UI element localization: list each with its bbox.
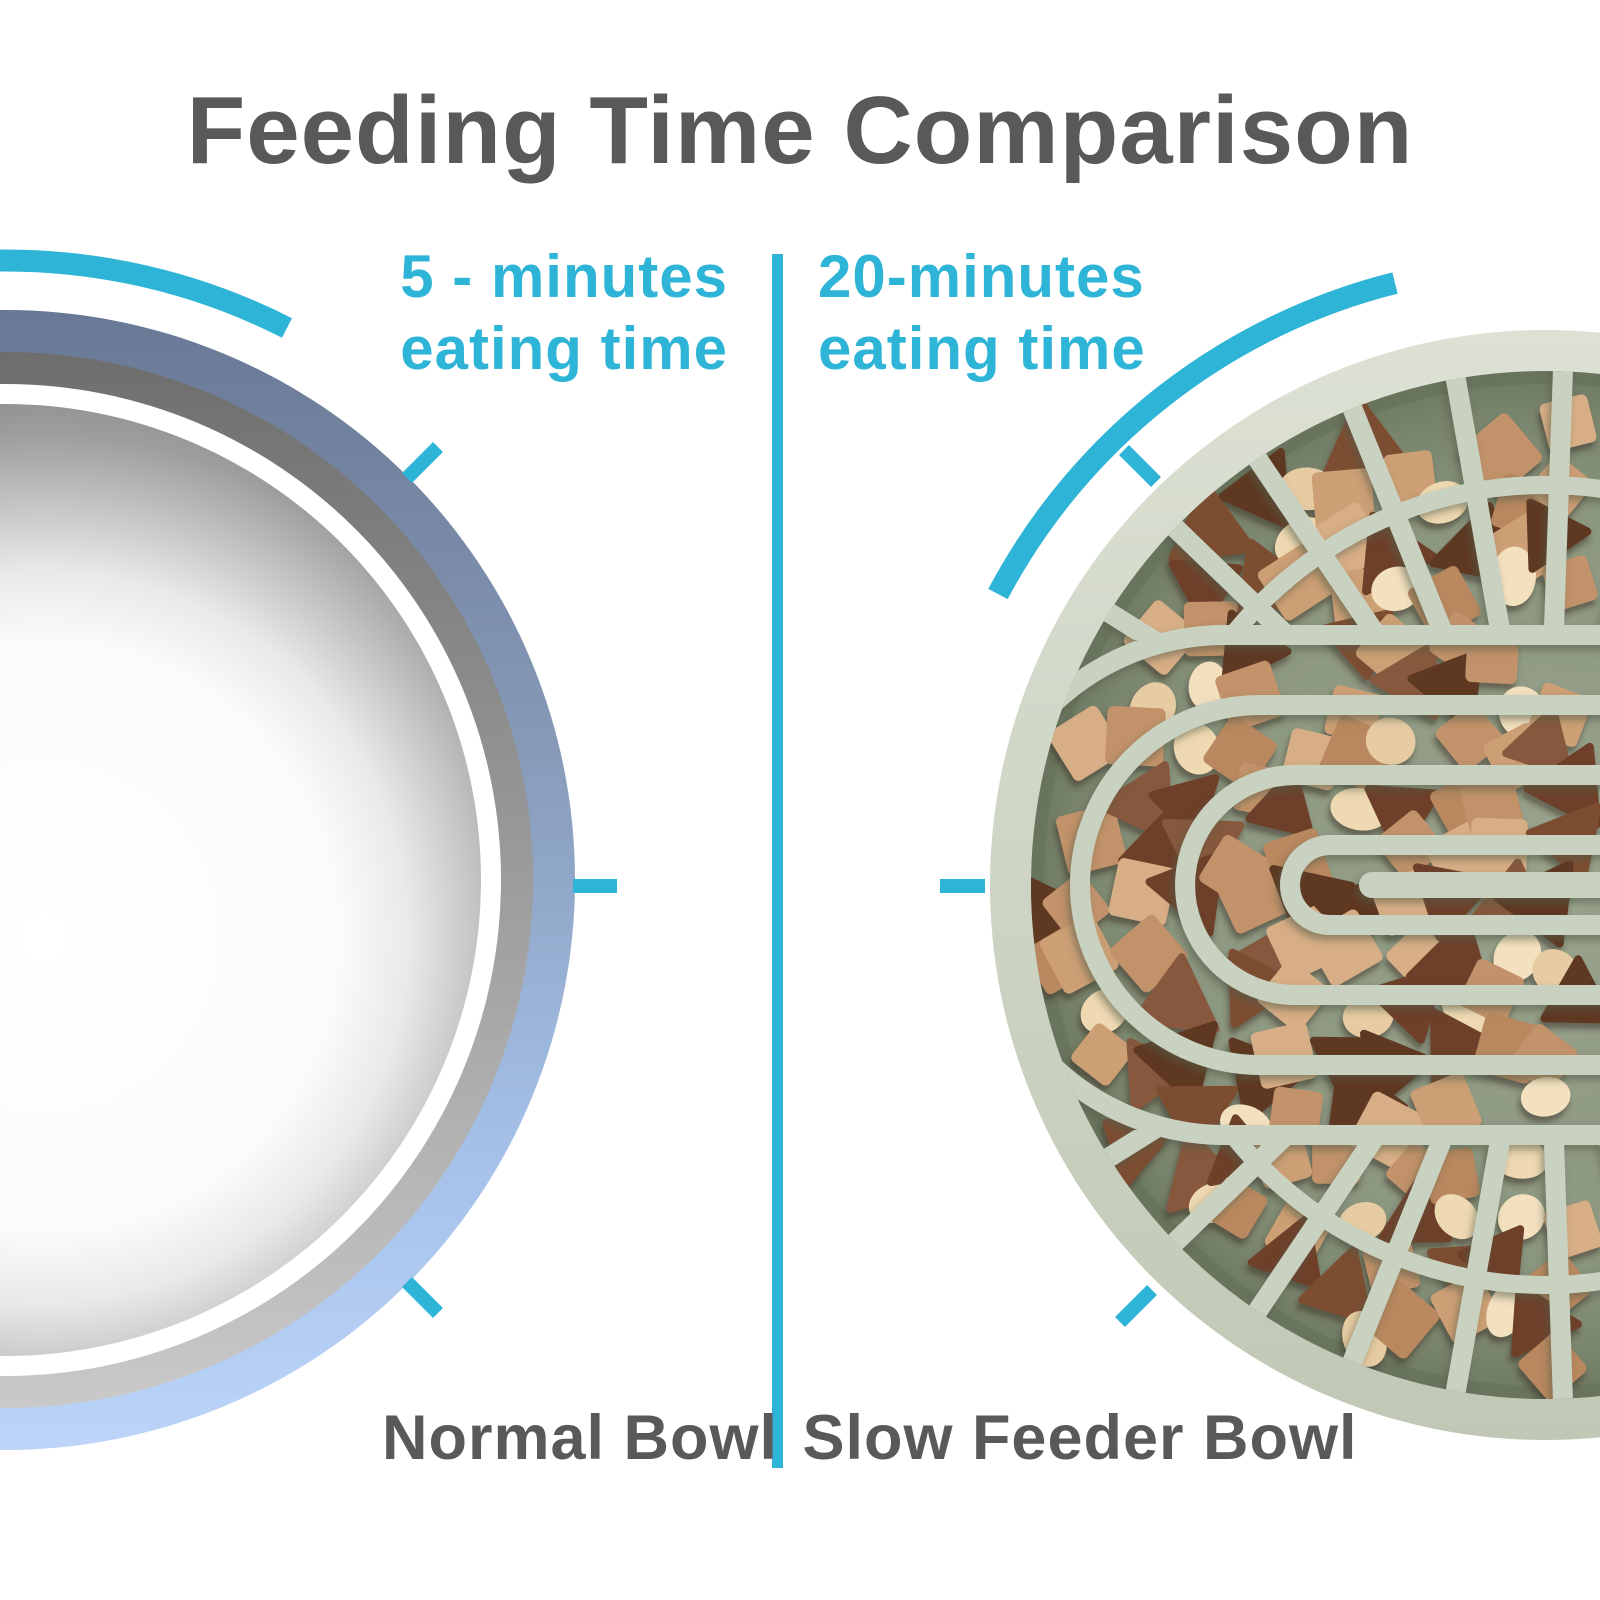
normal-bowl-label: Normal Bowl: [381, 1403, 779, 1473]
kibble-piece: [1216, 862, 1287, 934]
page-title: Feeding Time Comparison: [186, 77, 1414, 184]
feeder-hairpin-ridge: [1280, 835, 1600, 935]
normal-bowl-photo: [0, 310, 575, 1450]
right-tick-nw-icon: [1119, 445, 1161, 487]
kibble-piece: [1383, 450, 1437, 503]
kibble-piece: [1048, 705, 1124, 781]
kibble-piece: [1371, 566, 1422, 612]
feeder-spoke-ridge: [1072, 1130, 1348, 1184]
left-timer-arc: [0, 249, 292, 338]
feeder-hairpin-ridge: [1070, 695, 1600, 1075]
right-tick-sw-icon: [1115, 1285, 1157, 1327]
kibble-piece: [1502, 705, 1574, 779]
feeder-hairpin-ridge: [1031, 625, 1600, 1145]
normal-bowl-eating-time-line2: eating time: [400, 315, 728, 382]
bowl-interior: [0, 404, 481, 1356]
feeder-arc-wall-top: [1136, 476, 1600, 640]
slow-feeder-bowl-photo: [990, 330, 1600, 1440]
feeder-ridges: [1031, 371, 1600, 1399]
slow-feeder-bowl-label: Slow Feeder Bowl: [802, 1403, 1358, 1473]
kibble-piece: [1188, 661, 1228, 710]
kibble-piece: [1071, 1023, 1134, 1086]
left-tick-se-icon: [402, 1277, 443, 1318]
kibble-piece: [1132, 953, 1220, 1034]
right-timer-marks: [940, 272, 1398, 1327]
vertical-divider: [772, 254, 783, 1468]
normal-bowl-eating-time-line1: 5 - minutes: [400, 243, 728, 310]
feeder-hairpin-ridge: [1175, 765, 1600, 1005]
left-timer-marks: [0, 249, 617, 1318]
kibble-piece: [1497, 1194, 1545, 1240]
slow-feeder-eating-time: 20-minutes eating time: [818, 241, 1146, 385]
kibble-piece: [1493, 930, 1542, 982]
kibble-piece: [1434, 1194, 1479, 1240]
right-timer-arc: [988, 272, 1398, 600]
kibble-piece: [1245, 766, 1315, 838]
left-tick-ne-icon: [402, 442, 443, 483]
feeder-spoke-ridge: [1072, 586, 1348, 640]
normal-bowl-eating-time: 5 - minutes eating time: [400, 241, 728, 385]
kibble-piece: [1520, 1077, 1571, 1117]
kibble-piece: [1365, 717, 1416, 765]
slow-feeder-eating-time-line1: 20-minutes: [818, 243, 1145, 310]
feeder-arc-wall-bottom: [1136, 1130, 1600, 1294]
kibble-piece: [1298, 1245, 1373, 1324]
slow-feeder-eating-time-line2: eating time: [818, 315, 1146, 382]
